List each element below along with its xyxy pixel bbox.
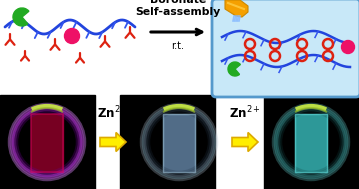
Text: Zn$^{2+}$: Zn$^{2+}$ [97, 104, 129, 121]
Bar [295, 114, 327, 172]
Wedge shape [13, 8, 29, 26]
Polygon shape [225, 0, 248, 17]
Text: r.t.: r.t. [172, 41, 185, 51]
Bar [264, 95, 359, 189]
Wedge shape [228, 62, 241, 76]
Circle shape [65, 29, 79, 43]
Polygon shape [232, 132, 258, 152]
Bar [295, 114, 327, 172]
Bar [31, 114, 63, 172]
Bar [163, 114, 195, 172]
Text: Zn$^{2+}$: Zn$^{2+}$ [229, 104, 261, 121]
Bar [31, 114, 63, 172]
Circle shape [341, 40, 354, 53]
Bar [0, 95, 95, 189]
Polygon shape [100, 132, 126, 152]
FancyBboxPatch shape [212, 0, 359, 97]
Bar [163, 114, 195, 172]
Bar [120, 95, 215, 189]
Text: Boronate
Self-assembly: Boronate Self-assembly [135, 0, 221, 17]
